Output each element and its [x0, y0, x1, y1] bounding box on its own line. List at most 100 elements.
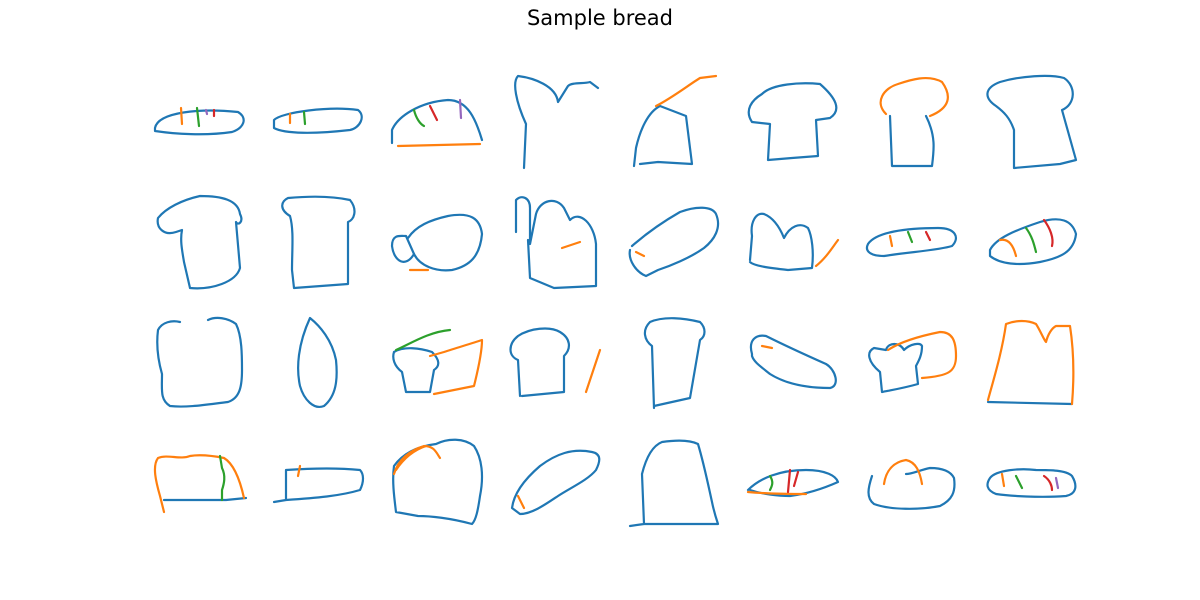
sketch-stroke — [986, 319, 1075, 406]
sketch-stroke — [628, 439, 720, 528]
sketch-stroke — [390, 234, 416, 263]
bread-sketch-5 — [632, 74, 718, 168]
sketch-stroke — [924, 230, 932, 242]
sketch-stroke — [406, 213, 484, 272]
sketch-stroke — [428, 104, 439, 122]
sketch-stroke — [195, 106, 201, 128]
sketch-stroke — [509, 327, 570, 398]
sketch-stroke — [296, 464, 302, 478]
sketch-stroke — [272, 467, 365, 504]
sketch-stroke — [1000, 472, 1006, 488]
sketch-stroke — [643, 317, 706, 410]
sketch-stroke — [814, 238, 840, 268]
sketch-stroke — [888, 114, 935, 168]
sketch-stroke — [1042, 474, 1054, 492]
bread-sketch-4 — [514, 74, 600, 170]
sketch-stroke — [162, 496, 248, 502]
sketch-stroke — [868, 342, 924, 394]
bread-sketch-8 — [986, 74, 1078, 170]
sketch-stroke — [218, 454, 226, 502]
bread-sketch-15 — [865, 226, 957, 258]
sketch-stroke — [748, 212, 814, 272]
bread-sketch-18 — [297, 316, 338, 408]
bread-sketch-19 — [392, 328, 484, 396]
bread-sketch-31 — [867, 458, 956, 510]
sketch-stroke — [986, 400, 1074, 406]
bread-sketch-20 — [509, 327, 602, 398]
sketch-stroke — [1042, 218, 1054, 248]
sketch-stroke — [906, 230, 914, 244]
sketch-stroke — [749, 334, 837, 390]
sketch-stroke — [390, 98, 484, 145]
sketch-stroke — [867, 466, 956, 510]
sketch-stroke — [865, 226, 957, 258]
sketch-stroke — [156, 316, 244, 408]
sketch-stroke — [584, 348, 602, 394]
bread-sketch-9 — [156, 194, 243, 290]
sketch-stroke — [634, 250, 646, 258]
sketch-stroke — [654, 74, 718, 108]
bread-sketch-12 — [514, 196, 598, 290]
sketch-stroke — [510, 449, 601, 516]
bread-sketch-21 — [643, 317, 706, 410]
sketch-stroke — [458, 98, 463, 120]
bread-sketch-6 — [747, 82, 838, 162]
bread-sketch-27 — [392, 438, 484, 526]
bread-sketch-1 — [153, 106, 245, 136]
sketch-stroke — [297, 316, 338, 408]
sketch-stroke — [302, 110, 307, 126]
sketch-stroke — [628, 206, 720, 278]
sketch-stroke — [1014, 474, 1024, 490]
bread-sketch-23 — [868, 330, 958, 394]
sketch-stroke — [394, 328, 452, 352]
sketch-stroke — [998, 238, 1018, 258]
sketch-stroke — [1054, 476, 1060, 490]
sketch-stroke — [153, 454, 246, 514]
sketch-stroke — [986, 74, 1078, 170]
bread-sketch-16 — [988, 218, 1078, 266]
sketch-stroke — [747, 82, 838, 162]
sketch-stroke — [514, 196, 598, 290]
sketch-stroke — [986, 468, 1077, 498]
bread-sketch-22 — [749, 334, 837, 390]
sketch-stroke — [882, 458, 924, 486]
sketch-stroke — [760, 344, 774, 350]
sketch-stroke — [428, 338, 484, 396]
sketch-stroke — [179, 106, 184, 126]
bread-sketch-25 — [153, 454, 248, 514]
bread-sketch-17 — [156, 316, 244, 408]
sketch-stroke — [204, 108, 209, 116]
sketch-stroke — [560, 240, 582, 250]
sketch-stroke — [272, 107, 363, 134]
sketch-stroke — [392, 347, 440, 394]
bread-sketch-10 — [281, 195, 356, 290]
sketch-stroke — [514, 74, 600, 170]
bread-sketch-11 — [390, 213, 484, 272]
sketch-stroke — [396, 142, 482, 148]
sketch-stroke — [886, 330, 958, 380]
sketch-stroke — [632, 104, 694, 168]
sketch-stroke — [768, 474, 774, 492]
bread-sketch-28 — [510, 449, 601, 516]
sketch-stroke — [412, 108, 426, 128]
sketch-stroke — [988, 218, 1078, 266]
bread-sketch-2 — [272, 107, 363, 134]
bread-sketch-24 — [986, 319, 1075, 406]
sketch-stroke — [888, 234, 894, 248]
bread-sketch-29 — [628, 439, 720, 528]
bread-sketch-7 — [879, 76, 949, 168]
sketch-stroke — [156, 194, 243, 290]
sketch-stroke — [392, 438, 484, 526]
sketch-stroke — [516, 494, 526, 510]
figure-title: Sample bread — [526, 6, 674, 30]
sketch-stroke — [746, 490, 808, 496]
sketch-stroke — [746, 468, 840, 498]
sketch-stroke — [281, 195, 356, 290]
bread-sketch-32 — [986, 468, 1077, 498]
bread-sketch-13 — [628, 206, 720, 278]
sketch-stroke — [1024, 226, 1038, 254]
sketch-stroke — [786, 468, 800, 494]
sketch-stroke — [879, 76, 949, 118]
sketch-stroke — [392, 444, 442, 476]
